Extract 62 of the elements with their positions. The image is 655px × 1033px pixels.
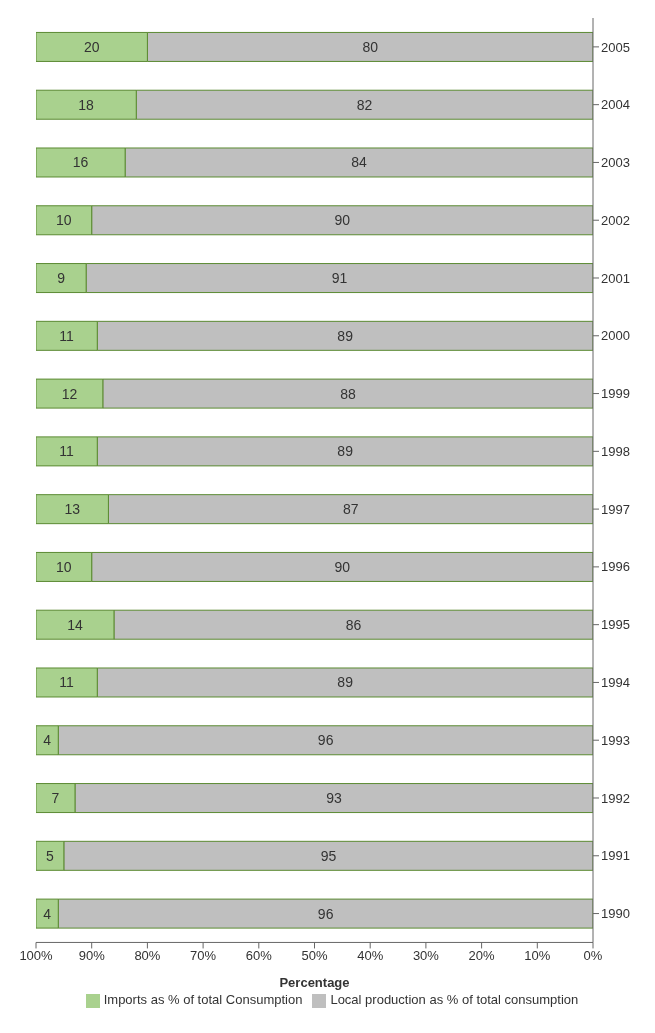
data-label: 88: [340, 385, 356, 402]
data-label: 11: [59, 443, 75, 460]
data-label: 93: [326, 790, 342, 807]
x-tick-label: 60%: [245, 947, 273, 963]
data-label: 20: [83, 38, 100, 55]
y-tick-label: 1993: [601, 732, 630, 748]
y-tick-label: 2004: [601, 97, 630, 113]
data-label: 12: [61, 385, 78, 402]
y-tick-label: 1999: [601, 386, 630, 402]
data-label: 9: [57, 270, 66, 287]
x-tick-label: 80%: [134, 947, 161, 963]
data-label: 90: [334, 558, 351, 575]
y-tick-label: 2005: [601, 39, 630, 55]
data-label: 18: [78, 96, 95, 113]
data-label: 89: [337, 443, 354, 460]
data-label: 11: [59, 674, 75, 691]
data-label: 80: [362, 38, 379, 55]
data-label: 89: [337, 674, 354, 691]
data-label: 14: [67, 616, 83, 633]
data-label: 13: [64, 501, 81, 518]
data-label: 11: [59, 327, 75, 344]
x-tick-label: 40%: [357, 947, 384, 963]
data-label: 87: [342, 501, 359, 518]
data-label: 10: [56, 212, 72, 229]
data-label: 91: [331, 270, 348, 287]
data-label: 96: [317, 732, 334, 749]
x-tick-label: 50%: [301, 947, 328, 963]
x-tick-label: 20%: [468, 947, 496, 963]
y-tick-label: 1994: [601, 675, 630, 691]
y-tick-label: 2002: [601, 212, 630, 228]
data-label: 86: [345, 616, 362, 633]
data-label: 4: [43, 732, 52, 749]
x-tick-label: 90%: [78, 947, 106, 963]
y-tick-label: 1991: [601, 848, 630, 864]
data-label: 82: [356, 96, 373, 113]
data-label: 84: [351, 154, 368, 171]
legend-label: Local production as % of total consumption: [330, 992, 579, 1008]
data-label: 95: [320, 847, 337, 864]
y-tick-label: 1992: [601, 790, 630, 806]
y-tick-label: 2000: [601, 328, 630, 344]
data-label: 89: [337, 327, 354, 344]
x-tick-label: 100%: [19, 947, 54, 963]
data-label: 10: [56, 558, 72, 575]
data-label: 4: [43, 905, 52, 922]
y-tick-label: 2001: [601, 270, 630, 286]
y-tick-label: 1998: [601, 443, 630, 459]
x-tick-label: 30%: [412, 947, 440, 963]
x-tick-label: 0%: [583, 947, 603, 963]
y-tick-label: 1995: [601, 617, 630, 633]
x-axis-title: Percentage: [279, 975, 350, 991]
y-tick-label: 1990: [601, 906, 630, 922]
x-tick-label: 10%: [524, 947, 551, 963]
data-label: 16: [72, 154, 89, 171]
y-tick-label: 1997: [601, 501, 630, 517]
legend-label: Imports as % of total Consumption: [103, 992, 303, 1008]
y-tick-label: 2003: [601, 155, 630, 171]
y-tick-label: 1996: [601, 559, 630, 575]
data-label: 7: [51, 790, 60, 807]
x-tick-label: 70%: [190, 947, 217, 963]
data-label: 5: [46, 847, 55, 864]
data-label: 90: [334, 212, 351, 229]
data-label: 96: [317, 905, 334, 922]
